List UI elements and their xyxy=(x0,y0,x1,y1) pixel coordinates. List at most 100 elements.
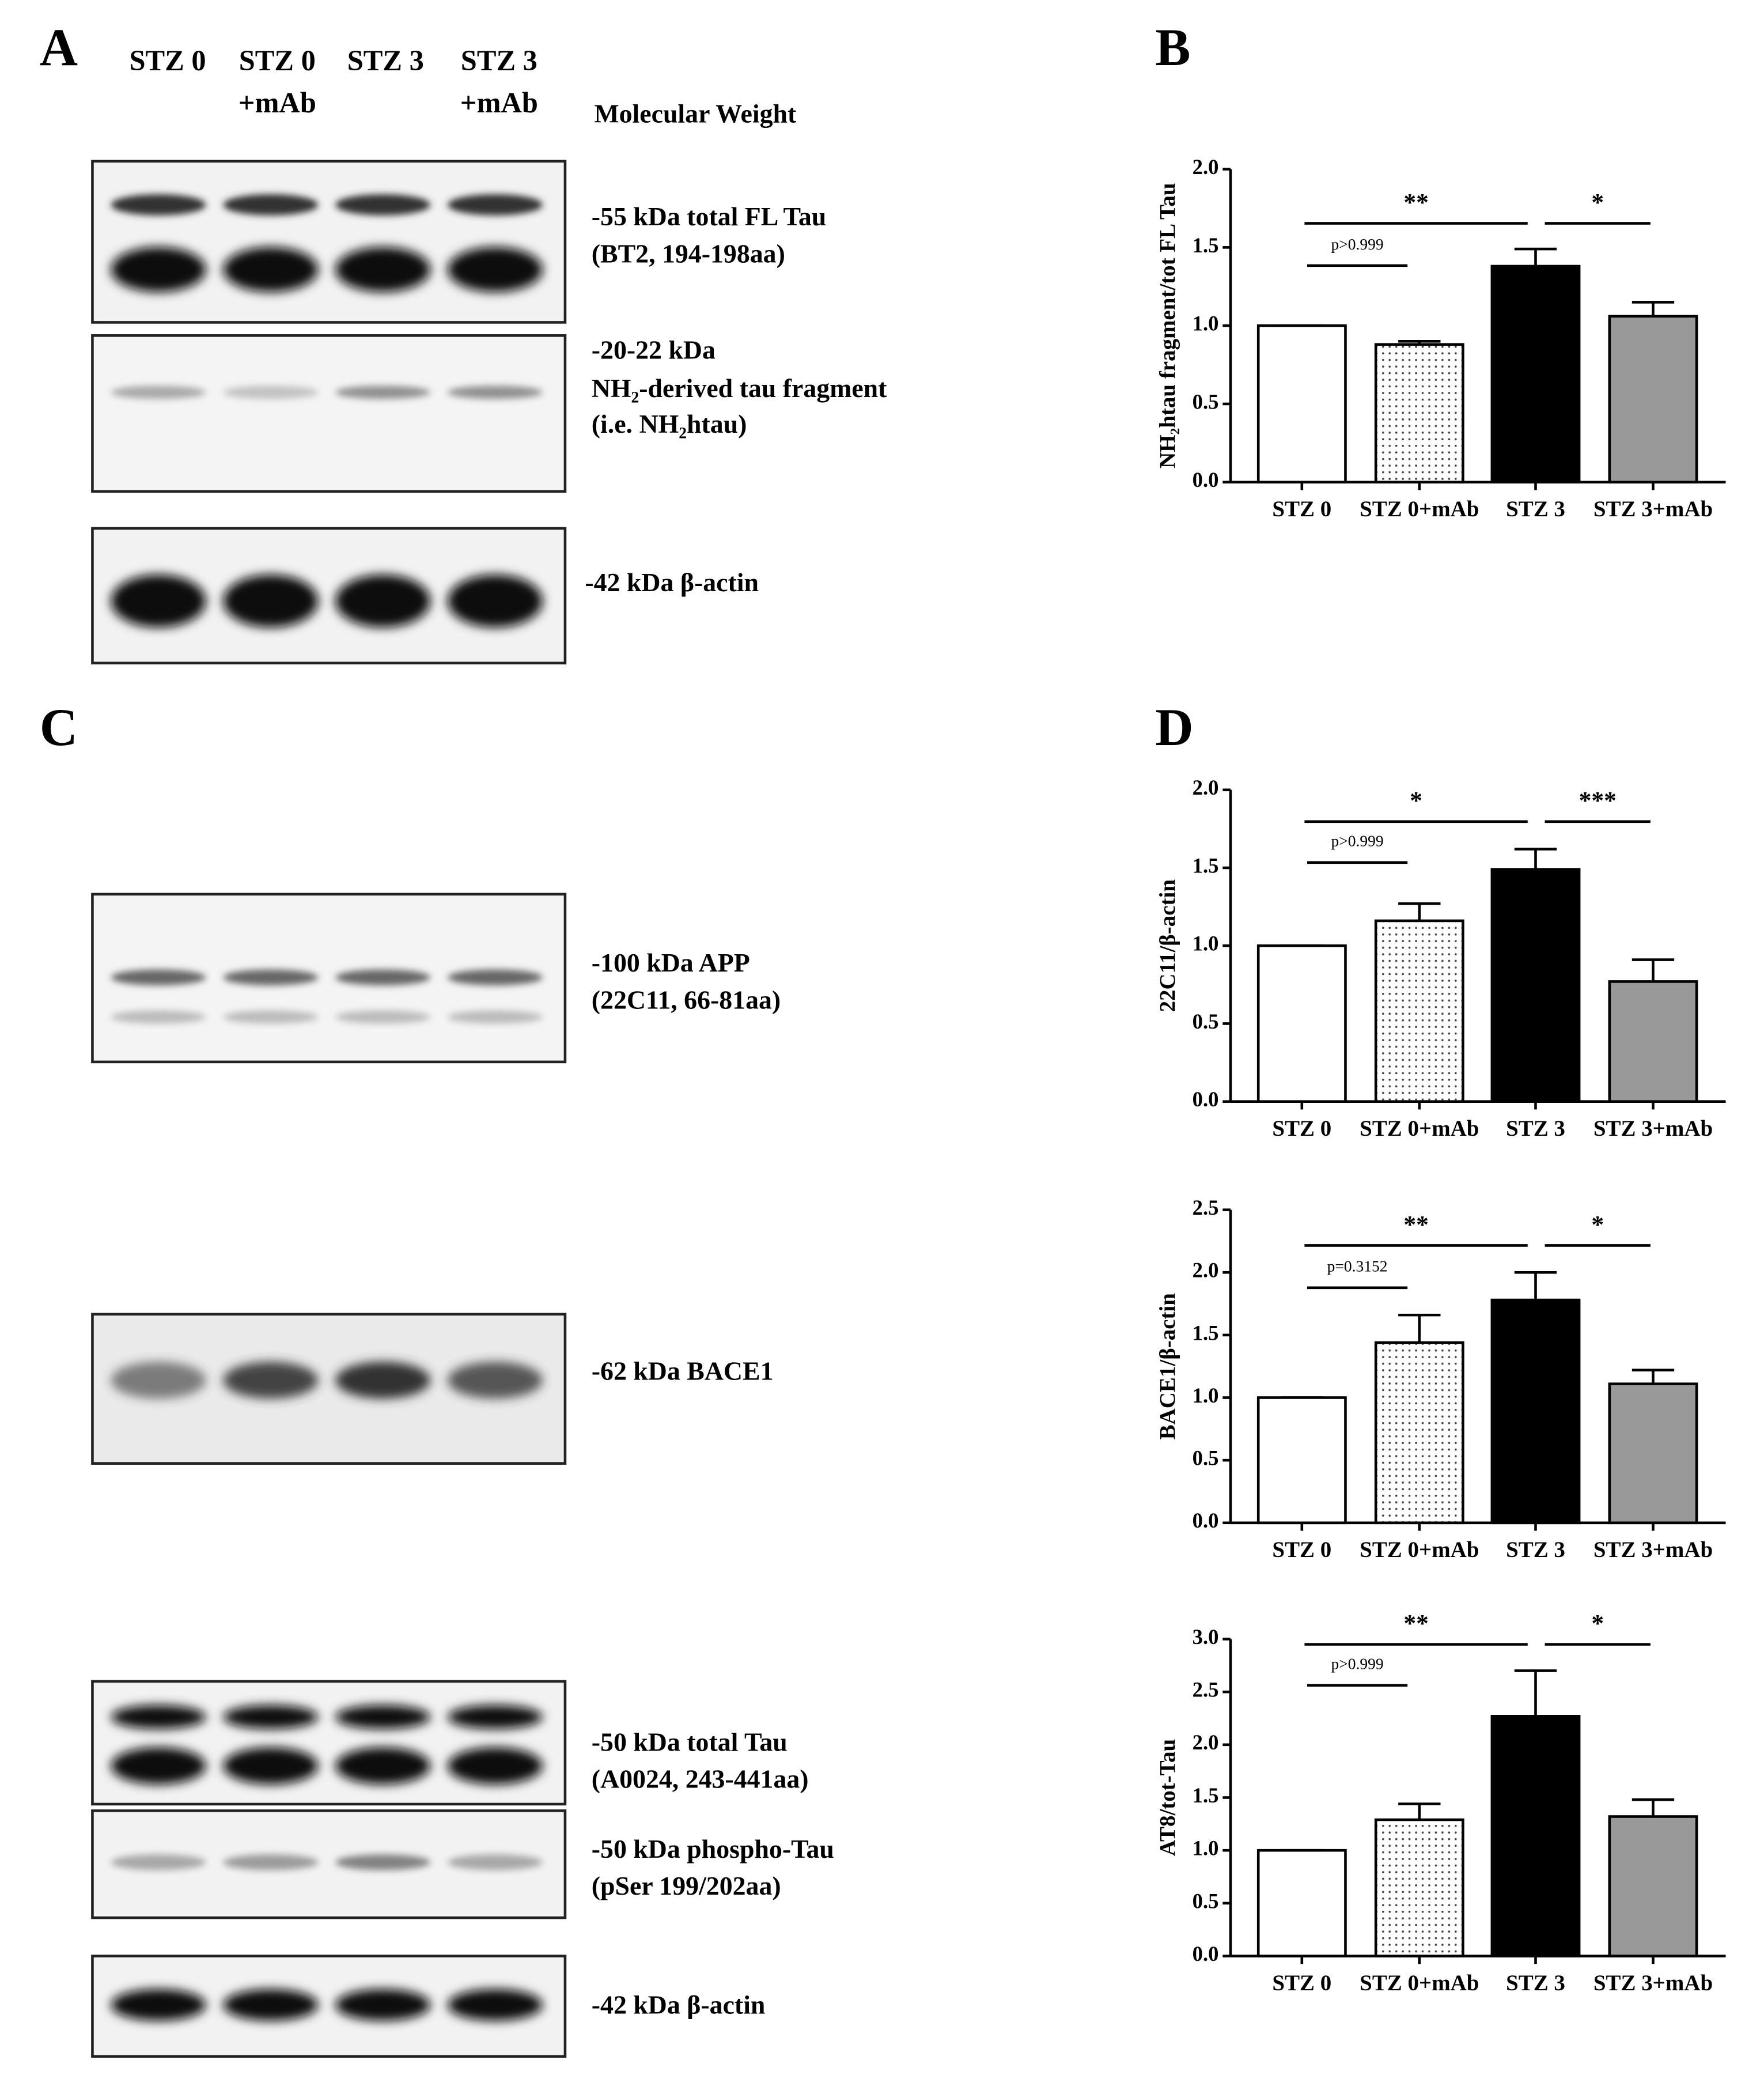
blot-band xyxy=(335,1854,431,1870)
blot-band xyxy=(111,1989,206,2021)
lane-header: +mAb xyxy=(239,86,316,119)
blot-band xyxy=(335,194,431,216)
significance-label: *** xyxy=(1579,787,1617,815)
molecular-weight-label: Molecular Weight xyxy=(594,99,797,128)
blot-label: -50 kDa phospho-Tau xyxy=(592,1834,834,1864)
y-tick-label: 0.5 xyxy=(1193,1010,1219,1033)
blot-label: -100 kDa APP xyxy=(592,948,750,977)
bar-texture xyxy=(1377,922,1462,1101)
y-tick-label: 3.0 xyxy=(1193,1625,1219,1649)
y-tick-label: 1.5 xyxy=(1193,233,1219,257)
blot-band xyxy=(111,575,206,628)
bar xyxy=(1490,1715,1581,1957)
bar xyxy=(1256,944,1347,1103)
blot-label: (pSer 199/202aa) xyxy=(592,1871,781,1900)
bar-texture xyxy=(1377,1344,1462,1522)
significance-label: * xyxy=(1591,1211,1604,1238)
significance-label: * xyxy=(1591,188,1604,216)
significance-label: p>0.999 xyxy=(1331,832,1384,850)
bar xyxy=(1608,315,1698,484)
blot-label: -20-22 kDa xyxy=(592,335,716,365)
panel-label: A xyxy=(40,18,78,77)
blot-band xyxy=(335,1747,431,1785)
blot-band xyxy=(447,575,543,628)
blot-band xyxy=(223,385,319,399)
y-tick-label: 1.0 xyxy=(1193,1384,1219,1407)
blot-band xyxy=(447,1705,543,1729)
y-tick-label: 0.0 xyxy=(1193,1509,1219,1532)
bar xyxy=(1490,264,1581,484)
y-tick-label: 2.5 xyxy=(1193,1196,1219,1219)
x-tick-label: STZ 0+mAb xyxy=(1360,1971,1479,1995)
y-axis-label: NH₂htau fragment/tot FL Tau xyxy=(1156,183,1180,468)
y-tick-label: 0.0 xyxy=(1193,468,1219,492)
x-tick-label: STZ 3+mAb xyxy=(1593,1116,1713,1141)
blot-band xyxy=(447,247,543,292)
blot xyxy=(91,334,567,493)
y-tick-label: 0.0 xyxy=(1193,1942,1219,1966)
blot-label: -50 kDa total Tau xyxy=(592,1727,788,1756)
x-tick-label: STZ 0 xyxy=(1272,1971,1331,1995)
blot-band xyxy=(223,575,319,628)
blot-band xyxy=(223,1010,319,1024)
blot-band xyxy=(447,1010,543,1024)
y-axis-label: 22C11/β-actin xyxy=(1156,879,1180,1012)
blot-band xyxy=(111,194,206,216)
x-tick-label: STZ 3 xyxy=(1506,1116,1565,1141)
y-tick-label: 1.5 xyxy=(1193,1783,1219,1807)
x-tick-label: STZ 0+mAb xyxy=(1360,1537,1479,1562)
lane-header: +mAb xyxy=(460,86,538,119)
significance-label: p>0.999 xyxy=(1331,235,1384,253)
y-tick-label: 2.0 xyxy=(1193,776,1219,799)
blot-band xyxy=(223,1989,319,2021)
blot-band xyxy=(335,969,431,985)
blot-band xyxy=(335,575,431,628)
significance-label: * xyxy=(1410,787,1422,815)
blot-band xyxy=(111,1362,206,1399)
y-axis-label: AT8/tot-Tau xyxy=(1156,1739,1180,1856)
y-tick-label: 1.5 xyxy=(1193,853,1219,877)
x-tick-label: STZ 3 xyxy=(1506,497,1565,521)
x-tick-label: STZ 0 xyxy=(1272,1116,1331,1141)
significance-label: ** xyxy=(1403,1610,1429,1638)
blot-band xyxy=(447,1747,543,1785)
significance-label: p=0.3152 xyxy=(1327,1257,1388,1275)
blot-band xyxy=(223,247,319,292)
blot xyxy=(91,1680,567,1806)
x-tick-label: STZ 0 xyxy=(1272,1537,1331,1562)
y-tick-label: 1.0 xyxy=(1193,932,1219,955)
blot-label: (BT2, 194-198aa) xyxy=(592,239,785,268)
lane-header: STZ 3 xyxy=(347,44,424,77)
y-tick-label: 0.0 xyxy=(1193,1087,1219,1111)
blot-label: (i.e. NH₂htau) xyxy=(592,409,747,439)
blot-band xyxy=(335,1705,431,1729)
y-tick-label: 0.5 xyxy=(1193,1446,1219,1470)
blot-label: -55 kDa total FL Tau xyxy=(592,202,826,231)
blot-band xyxy=(111,385,206,399)
y-axis-label: BACE1/β-actin xyxy=(1156,1293,1180,1440)
bar xyxy=(1490,1298,1581,1525)
blot-band xyxy=(447,1989,543,2021)
y-tick-label: 2.0 xyxy=(1193,155,1219,179)
y-tick-label: 2.0 xyxy=(1193,1730,1219,1754)
lane-header: STZ 3 xyxy=(461,44,537,77)
y-tick-label: 0.5 xyxy=(1193,390,1219,413)
blot-band xyxy=(335,385,431,399)
blot-band xyxy=(335,247,431,292)
blot-band xyxy=(223,969,319,985)
x-tick-label: STZ 3 xyxy=(1506,1537,1565,1562)
significance-label: * xyxy=(1591,1610,1604,1638)
y-tick-label: 1.0 xyxy=(1193,312,1219,335)
x-tick-label: STZ 3+mAb xyxy=(1593,497,1713,521)
x-tick-label: STZ 3+mAb xyxy=(1593,1971,1713,1995)
bar xyxy=(1490,868,1581,1103)
blot-label: -42 kDa β-actin xyxy=(592,1990,766,2019)
bar xyxy=(1256,1396,1347,1525)
panel-label: B xyxy=(1155,18,1190,77)
blot-band xyxy=(111,969,206,985)
lane-header: STZ 0 xyxy=(130,44,206,77)
blot-band xyxy=(223,1747,319,1785)
blot-band xyxy=(447,1854,543,1870)
